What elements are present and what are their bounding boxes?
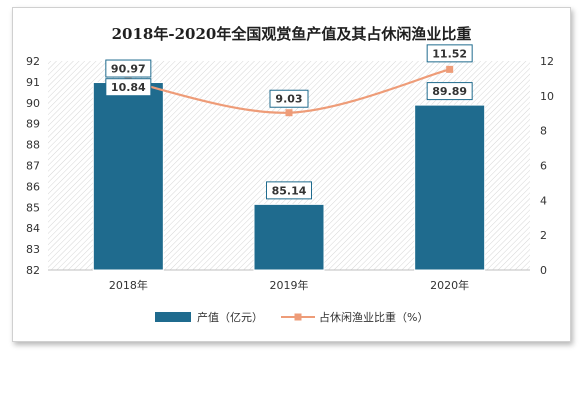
chart-title: 2018年-2020年全国观赏鱼产值及其占休闲渔业比重 [111, 25, 472, 43]
y-right-tick-label: 12 [540, 55, 554, 68]
legend-line-marker [294, 313, 302, 321]
x-category-label: 2020年 [430, 278, 469, 292]
y-right-tick-label: 0 [540, 264, 547, 277]
bar-2018年 [92, 82, 164, 271]
y-left-tick-label: 91 [26, 76, 40, 89]
bar-2020年 [414, 104, 486, 271]
data-label-box [426, 82, 473, 101]
data-label-box [105, 59, 152, 78]
y-right-tick-label: 10 [540, 90, 554, 103]
x-category-label: 2019年 [270, 278, 309, 292]
legend-bar-swatch [155, 312, 191, 322]
line-value-label: 10.84 [105, 78, 152, 97]
bar-value-label: 85.14 [266, 181, 312, 200]
data-label-box [426, 44, 473, 63]
y-left-tick-label: 89 [26, 118, 40, 131]
chart-card: 2018年-2020年全国观赏鱼产值及其占休闲渔业比重 82 83 84 85 86 87… [12, 7, 571, 342]
data-label-box [266, 181, 312, 200]
line-value-label: 11.52 [426, 44, 473, 63]
x-category-label: 2018年 [109, 278, 148, 292]
y-left-tick-label: 86 [26, 180, 40, 193]
y-left-tick-label: 88 [26, 139, 40, 152]
data-label-text: 90.97 [111, 63, 146, 76]
y-right-tick-label: 8 [540, 125, 547, 138]
bar-value-label: 90.97 [105, 59, 152, 78]
y-right-tick-label: 2 [540, 229, 547, 242]
y-left-tick-label: 82 [26, 264, 40, 277]
y-right-tick-label: 4 [540, 194, 547, 207]
bar-value-label: 89.89 [426, 82, 473, 101]
y-left-tick-label: 92 [26, 55, 40, 68]
data-label-box [269, 89, 309, 108]
data-label-box [105, 78, 152, 97]
chart-canvas: 82 83 84 85 86 87 88 89 90 91 92 0 2 4 6 8 10 12 2018年 2019… [26, 44, 554, 324]
data-label-text: 89.89 [432, 85, 467, 98]
y-left-tick-label: 83 [26, 243, 40, 256]
legend-line-label: 占休闲渔业比重（%） [319, 310, 428, 324]
bar-2019年 [253, 203, 325, 271]
data-label-text: 85.14 [272, 184, 307, 197]
line-marker-2020年 [446, 65, 454, 73]
y-right-tick-label: 6 [540, 160, 547, 173]
y-left-tick-label: 87 [26, 160, 40, 173]
y-left-tick-label: 84 [26, 222, 40, 235]
legend-bar-label: 产值（亿元） [197, 310, 263, 324]
y-left-tick-label: 90 [26, 97, 40, 110]
y-left-tick-label: 85 [26, 201, 40, 214]
line-value-label: 9.03 [269, 89, 309, 108]
data-label-text: 9.03 [275, 93, 302, 106]
data-label-text: 11.52 [432, 47, 467, 60]
line-marker-2019年 [285, 109, 293, 117]
data-label-text: 10.84 [111, 81, 146, 94]
